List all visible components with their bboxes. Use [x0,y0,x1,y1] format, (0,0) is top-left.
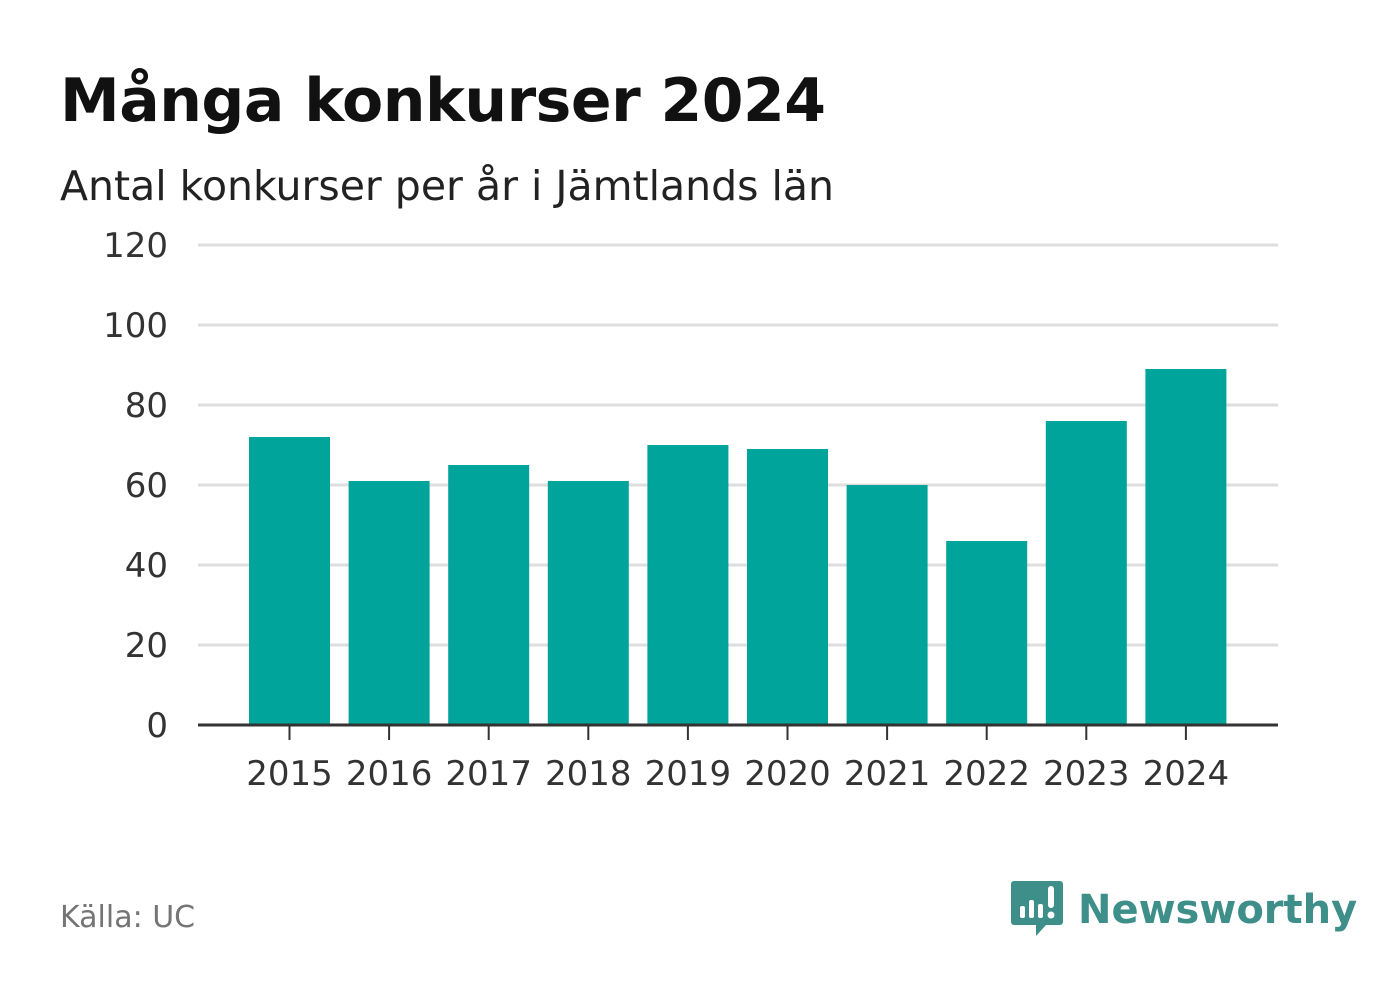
y-tick-label: 40 [125,546,168,586]
y-tick-label: 0 [146,706,168,746]
x-tick-label: 2021 [844,754,931,794]
y-tick-label: 60 [125,466,168,506]
x-tick-label: 2015 [246,754,333,794]
brand-logo: Newsworthy [1010,878,1357,942]
x-tick-label: 2018 [545,754,632,794]
source-note: Källa: UC [60,900,196,935]
x-tick-label: 2024 [1143,754,1230,794]
x-tick-label: 2023 [1043,754,1130,794]
y-axis-ticks: 0 20 40 60 80 100 120 [103,226,168,746]
x-tick-label: 2016 [346,754,433,794]
bar-2016 [348,481,430,725]
x-axis-ticks: 2015 2016 2017 2018 2019 2020 2021 2022 2023 2024 [246,725,1229,794]
chart-subtitle: Antal konkurser per år i Jämtlands län [60,162,835,210]
brand-name: Newsworthy [1078,887,1358,933]
bar-2015 [249,437,330,725]
bar-2020 [747,449,828,725]
x-tick-label: 2019 [645,754,732,794]
bar-2019 [647,445,729,725]
bar-chart: 0 20 40 60 80 100 120 2015 2016 2017 2018 2019 2020… [103,226,1278,794]
bar-2024 [1145,369,1227,725]
bar-2017 [448,465,530,725]
chart-title: Många konkurser 2024 [60,66,826,136]
newsworthy-logo-icon [1010,878,1064,942]
bar-2018 [547,481,629,725]
y-tick-label: 120 [103,226,168,266]
bar-2023 [1045,421,1127,725]
x-tick-label: 2022 [943,754,1030,794]
bars [249,369,1227,725]
bar-2022 [946,541,1028,725]
y-tick-label: 100 [103,306,168,346]
x-tick-label: 2017 [445,754,532,794]
x-tick-label: 2020 [744,754,831,794]
y-tick-label: 80 [125,386,168,426]
bar-2021 [846,485,928,725]
y-tick-label: 20 [125,626,168,666]
